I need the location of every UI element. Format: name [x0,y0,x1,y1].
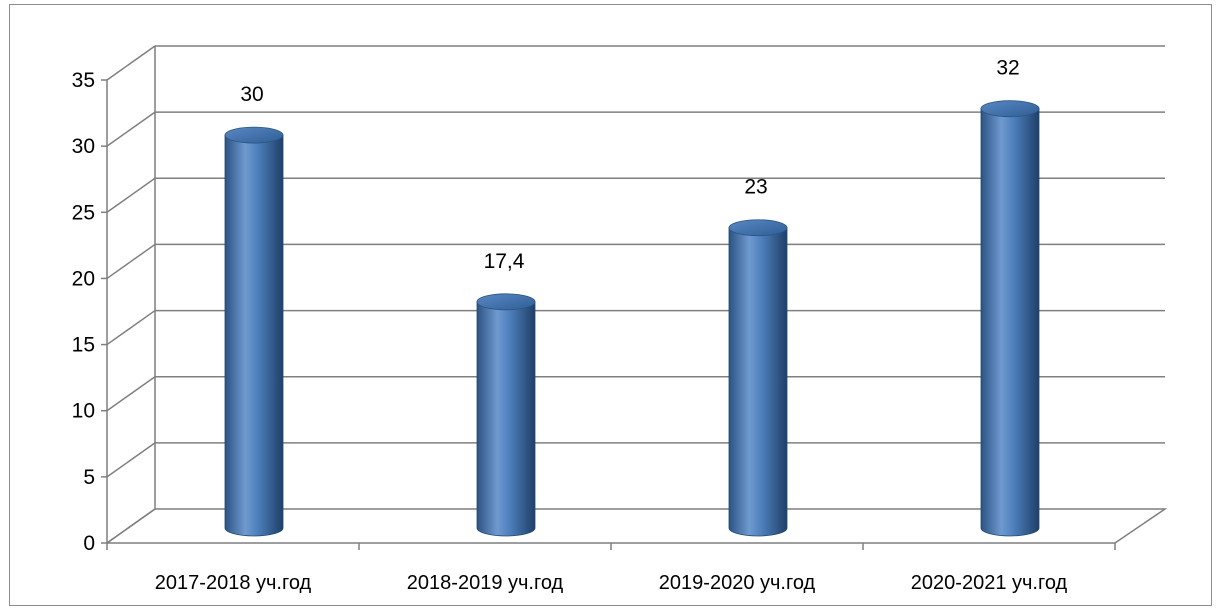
y-tick-label: 10 [72,400,95,423]
bar-cap [728,219,788,237]
bar-1 [224,126,284,537]
bar-cap [980,100,1040,118]
labels: 0 5 10 15 20 25 30 35 30 2017-2018 уч.год 17,4 2018… [72,57,1068,594]
side-gridline-25 [106,177,156,213]
y-tick-label: 5 [83,466,95,489]
bars [224,100,1040,537]
y-tick-label: 25 [72,201,95,224]
side-gridline-30 [106,111,156,147]
data-label: 17,4 [484,250,525,273]
side-gridline-10 [106,376,156,412]
data-label: 23 [744,176,767,199]
data-label: 30 [240,83,263,106]
bar-body [980,108,1040,537]
y-tick-label: 15 [72,334,95,357]
side-gridline-5 [106,442,156,478]
bar-4 [980,100,1040,537]
side-gridline-20 [106,243,156,280]
x-category-label: 2018-2019 уч.год [407,572,564,594]
bar-cap [224,126,284,144]
bar-3 [728,219,788,537]
bar-body [476,301,536,537]
side-gridline-15 [106,309,156,346]
bar-body [224,134,284,537]
axes [101,79,1116,550]
y-tick-label: 0 [83,532,95,555]
floor-outline [106,508,1168,544]
x-category-label: 2017-2018 уч.год [155,572,312,594]
data-label: 32 [996,57,1019,80]
x-category-label: 2020-2021 уч.год [911,572,1068,594]
bar-2 [476,293,536,537]
bar-body [728,227,788,537]
bar-cap [476,293,536,311]
side-gridline-35 [106,45,156,81]
x-category-label: 2019-2020 уч.год [659,572,816,594]
y-tick-label: 30 [72,135,95,158]
y-tick-label: 20 [72,267,95,290]
chart-frame [9,4,1212,606]
y-tick-label: 35 [72,69,95,92]
